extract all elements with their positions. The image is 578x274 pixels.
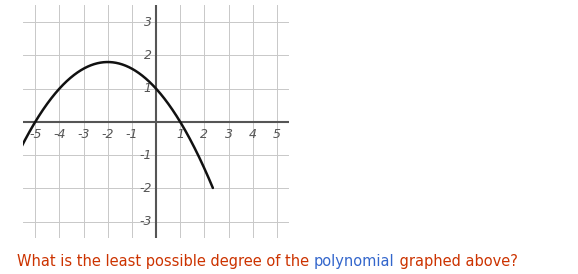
Text: 2: 2 — [201, 128, 209, 141]
Text: -3: -3 — [139, 215, 151, 228]
Text: 2: 2 — [144, 49, 151, 62]
Text: What is the least possible degree of the: What is the least possible degree of the — [17, 254, 314, 269]
Text: polynomial: polynomial — [314, 254, 395, 269]
Text: 1: 1 — [176, 128, 184, 141]
Text: -1: -1 — [139, 149, 151, 162]
Text: graphed above?: graphed above? — [395, 254, 517, 269]
Text: -2: -2 — [102, 128, 114, 141]
Text: -2: -2 — [139, 182, 151, 195]
Text: -3: -3 — [77, 128, 90, 141]
Text: -5: -5 — [29, 128, 42, 141]
Text: 1: 1 — [144, 82, 151, 95]
Text: -4: -4 — [53, 128, 66, 141]
Text: 3: 3 — [144, 16, 151, 28]
Text: 4: 4 — [249, 128, 257, 141]
Text: 5: 5 — [273, 128, 281, 141]
Text: 3: 3 — [225, 128, 232, 141]
Text: -1: -1 — [125, 128, 138, 141]
